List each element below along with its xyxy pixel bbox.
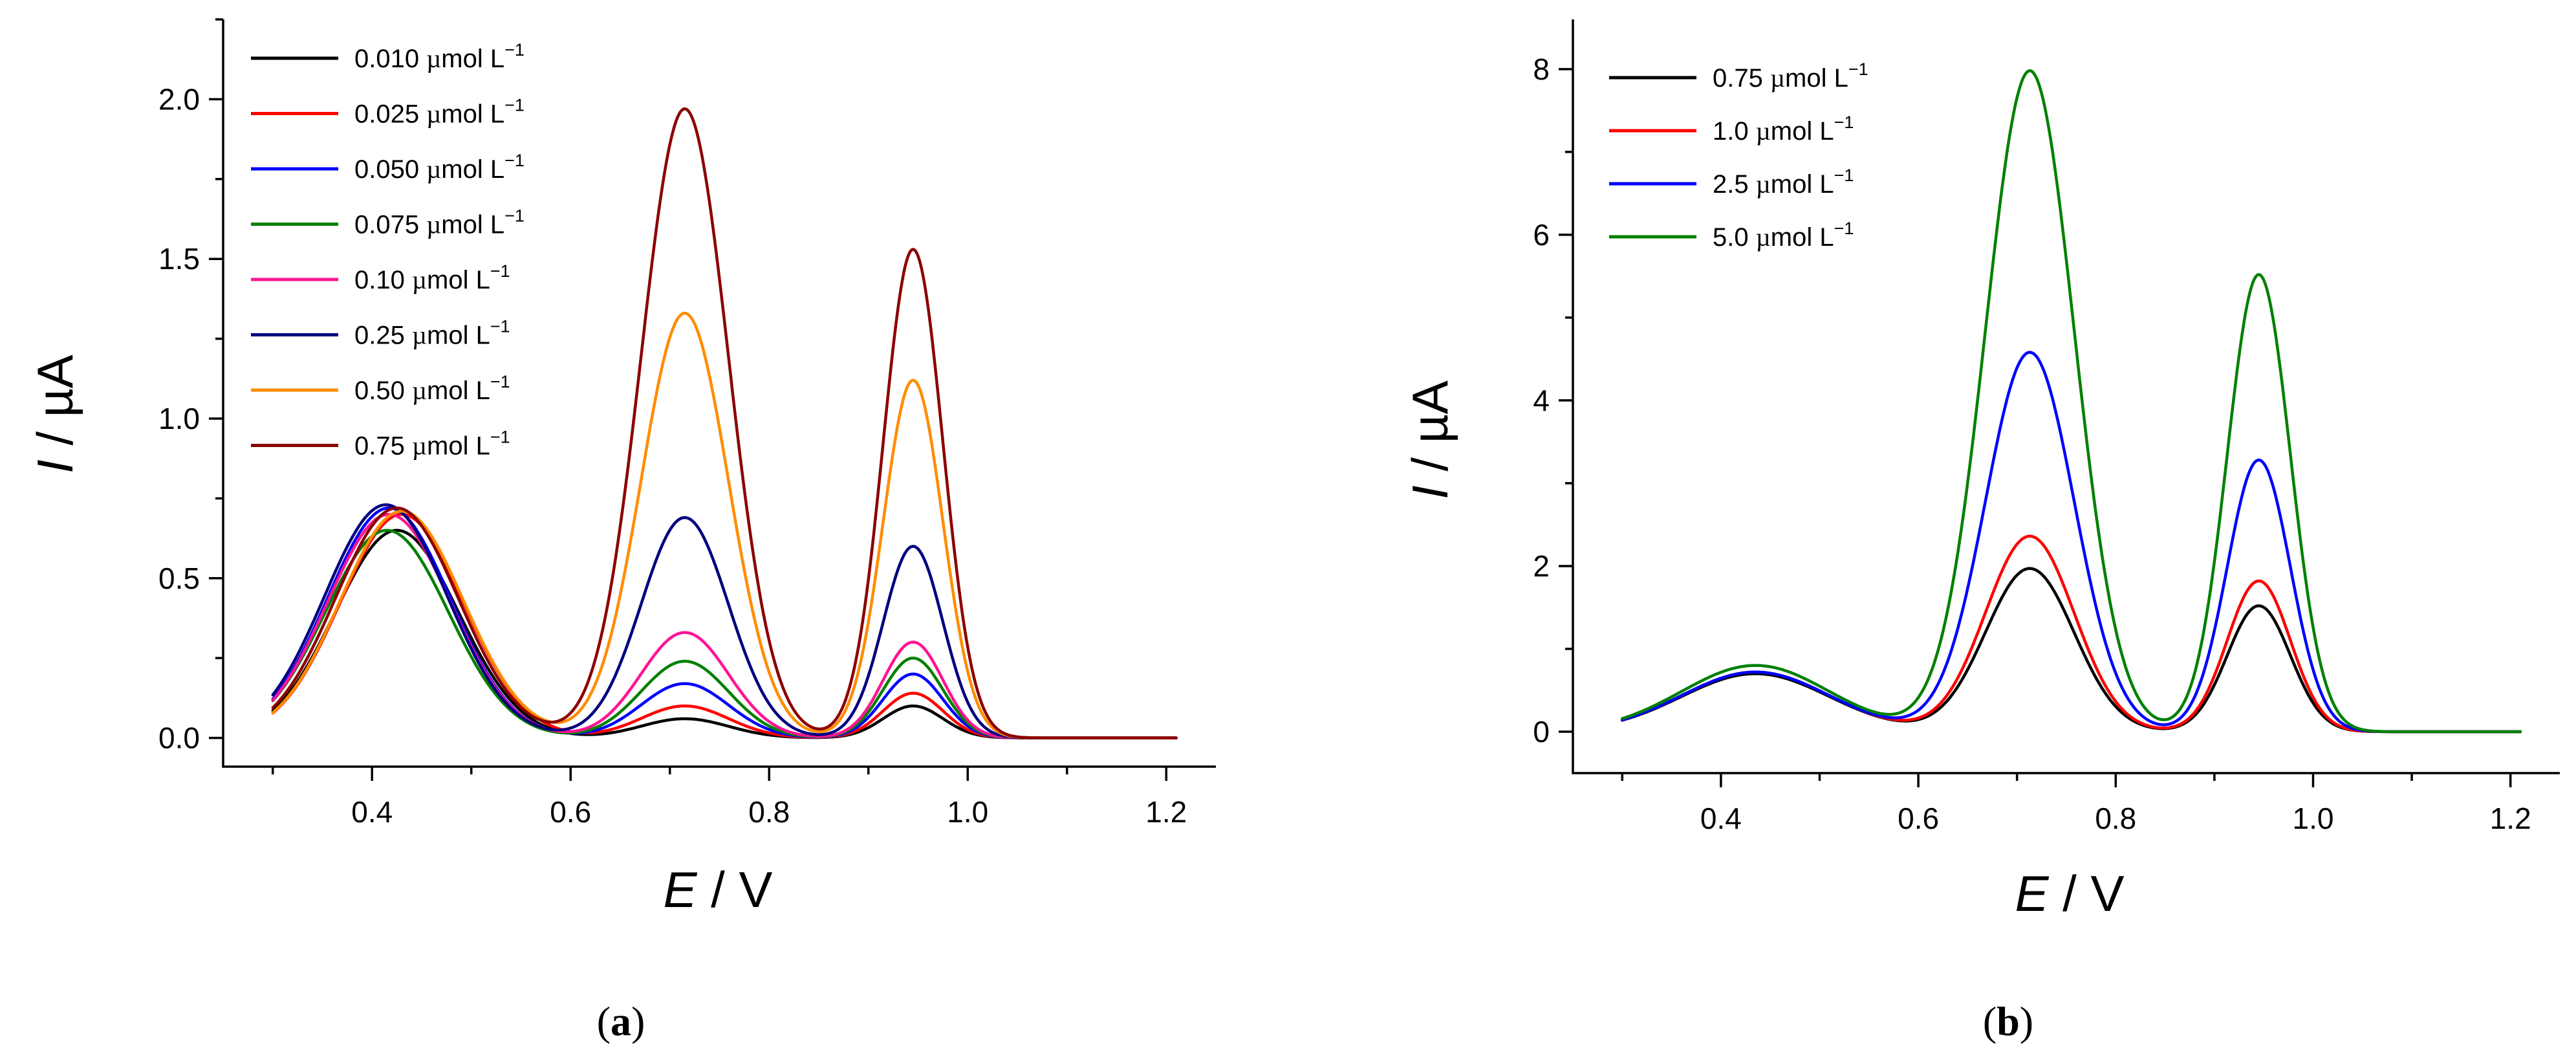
chart-panel-b: 0.4 0.6 0.8 1.0 1.2 0 2 4 6 8 E / V I / µA 0.75 µmol… [1402, 19, 2560, 1044]
series-line-5.0 [1621, 69, 2522, 734]
legend-entry-label: 2.5 µmol L−1 [1713, 166, 1854, 199]
y-tick-label: 0 [1533, 715, 1550, 749]
series-line-0.75 [271, 107, 1178, 739]
x-tick-label: 1.0 [947, 795, 988, 829]
axis-frame [222, 19, 1216, 768]
y-tick-label: 1.0 [158, 402, 200, 435]
legend-entry-label: 5.0 µmol L−1 [1713, 219, 1854, 252]
legend-entry-label: 0.50 µmol L−1 [354, 372, 510, 405]
x-axis-title: E / V [663, 861, 772, 918]
legend-entry-label: 0.25 µmol L−1 [354, 317, 510, 350]
series-line-1.0 [1621, 534, 2522, 734]
legend-entry-label: 0.075 µmol L−1 [354, 206, 525, 239]
x-tick-label: 0.6 [550, 795, 591, 829]
y-tick-label: 6 [1533, 218, 1550, 252]
legend-entry-label: 0.75 µmol L−1 [354, 428, 510, 461]
y-tick-label: 0.0 [158, 721, 200, 755]
x-tick-label: 1.0 [2293, 802, 2334, 835]
legend-entry-label: 1.0 µmol L−1 [1713, 113, 1854, 146]
y-tick-label: 2 [1533, 549, 1550, 583]
legend-entry-label: 0.75 µmol L−1 [1713, 60, 1868, 93]
legend-entry-label: 0.025 µmol L−1 [354, 96, 525, 129]
x-tick-label: 0.8 [748, 795, 790, 829]
panel-caption: (b) [1983, 998, 2033, 1044]
y-tick-label: 1.5 [158, 242, 200, 276]
x-tick-label: 0.4 [351, 795, 393, 829]
y-tick-label: 0.5 [158, 562, 200, 595]
y-tick-label: 8 [1533, 52, 1550, 86]
x-tick-label: 0.4 [1700, 802, 1742, 835]
y-axis-title: I / µA [1402, 380, 1458, 499]
series-line-0.025 [271, 512, 1178, 739]
legend-entry-label: 0.10 µmol L−1 [354, 261, 510, 294]
series-line-0.75 [1621, 567, 2522, 734]
legend-entry-label: 0.050 µmol L−1 [354, 151, 525, 184]
x-tick-label: 0.6 [1898, 802, 1939, 835]
y-axis-title: I / µA [27, 355, 83, 474]
legend-entry-label: 0.010 µmol L−1 [354, 40, 525, 73]
panel-caption: (a) [597, 998, 645, 1044]
axis-frame [1572, 19, 2560, 774]
y-tick-label: 2.0 [158, 82, 200, 116]
x-tick-label: 1.2 [2490, 802, 2531, 835]
x-axis-title: E / V [2015, 865, 2124, 922]
series-line-0.10 [271, 512, 1178, 739]
y-tick-label: 4 [1533, 384, 1550, 417]
chart-panel-a: 0.4 0.6 0.8 1.0 1.2 0.0 0.5 1.0 1.5 2.0 E / V I / µ… [27, 18, 1216, 1044]
series-line-0.075 [271, 529, 1178, 739]
series-line-0.010 [271, 529, 1178, 739]
x-tick-label: 1.2 [1145, 795, 1187, 829]
x-tick-label: 0.8 [2095, 802, 2136, 835]
